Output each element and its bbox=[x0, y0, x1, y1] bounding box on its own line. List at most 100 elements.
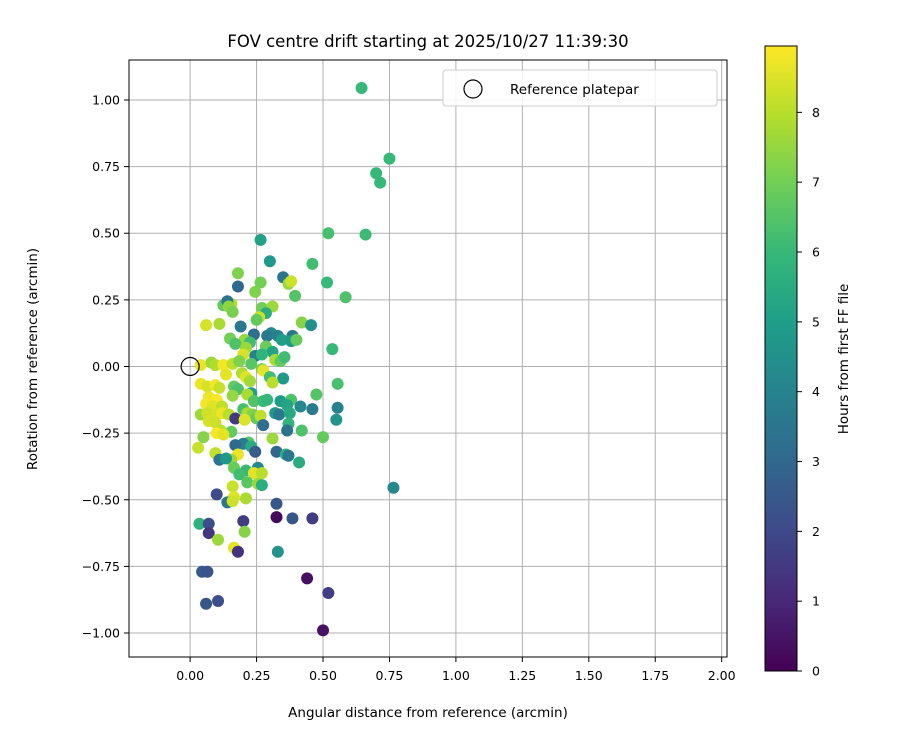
y-tick-label: 0.00 bbox=[92, 359, 120, 374]
y-tick-label: 0.25 bbox=[92, 292, 120, 307]
data-point bbox=[330, 413, 343, 426]
y-tick-label: 0.50 bbox=[92, 226, 120, 241]
plot-area bbox=[129, 60, 727, 657]
data-point bbox=[238, 525, 251, 538]
data-point bbox=[200, 319, 213, 332]
data-point bbox=[282, 449, 295, 462]
data-point bbox=[229, 439, 242, 452]
data-point bbox=[263, 255, 276, 268]
data-point bbox=[290, 333, 303, 346]
data-point bbox=[254, 233, 267, 246]
data-point bbox=[233, 355, 246, 368]
data-point bbox=[245, 357, 258, 370]
colorbar-label: Hours from first FF file bbox=[836, 284, 852, 435]
data-point bbox=[249, 285, 262, 298]
data-point bbox=[331, 377, 344, 390]
y-axis-label: Rotation from reference (arcmin) bbox=[25, 248, 41, 470]
colorbar: 0 1 2 3 4 5 6 7 8 Hours from first FF file bbox=[764, 45, 852, 679]
data-point bbox=[217, 428, 230, 441]
data-point bbox=[250, 313, 263, 326]
colorbar-tick-label: 2 bbox=[812, 524, 820, 539]
plot-frame bbox=[128, 59, 728, 658]
data-point bbox=[201, 565, 214, 578]
y-tick-label: 0.75 bbox=[92, 159, 120, 174]
data-point bbox=[197, 431, 210, 444]
data-point bbox=[383, 152, 396, 165]
data-point bbox=[266, 432, 279, 445]
data-point bbox=[374, 176, 387, 189]
colorbar-ticks: 0 1 2 3 4 5 6 7 8 bbox=[797, 105, 820, 679]
data-point bbox=[326, 343, 339, 356]
y-tick-label: 1.00 bbox=[92, 92, 120, 107]
x-axis-ticks: 0.00 0.25 0.50 0.75 1.00 1.25 1.50 1.75 2.00 bbox=[176, 657, 736, 683]
colorbar-tick-label: 1 bbox=[812, 594, 820, 609]
data-point bbox=[226, 495, 239, 508]
colorbar-tick-label: 6 bbox=[812, 245, 820, 260]
data-point bbox=[229, 337, 242, 350]
colorbar-tick-label: 5 bbox=[812, 314, 820, 329]
y-tick-label: −0.25 bbox=[82, 426, 120, 441]
colorbar-bar bbox=[764, 45, 798, 672]
data-point bbox=[310, 388, 323, 401]
data-point bbox=[255, 467, 268, 480]
data-point bbox=[229, 412, 242, 425]
reference-platepar-marker bbox=[180, 356, 200, 377]
data-point bbox=[249, 445, 262, 458]
x-tick-label: 0.50 bbox=[309, 668, 337, 683]
data-point bbox=[241, 476, 254, 489]
x-tick-label: 0.75 bbox=[376, 668, 404, 683]
colorbar-tick-label: 3 bbox=[812, 454, 820, 469]
data-point bbox=[254, 409, 267, 422]
data-point bbox=[277, 372, 290, 385]
data-point bbox=[234, 320, 247, 333]
data-point bbox=[306, 257, 319, 270]
data-point bbox=[275, 333, 288, 346]
x-tick-label: 1.00 bbox=[442, 668, 470, 683]
data-point bbox=[306, 403, 319, 416]
data-point bbox=[294, 400, 307, 413]
data-point bbox=[200, 597, 213, 610]
data-point bbox=[305, 319, 318, 332]
data-point bbox=[270, 511, 283, 524]
data-point bbox=[231, 267, 244, 280]
data-point bbox=[271, 545, 284, 558]
data-point bbox=[322, 587, 335, 600]
y-tick-label: −0.75 bbox=[82, 559, 120, 574]
x-tick-label: 1.75 bbox=[641, 668, 669, 683]
data-point bbox=[226, 480, 239, 493]
legend-label-reference: Reference platepar bbox=[510, 82, 639, 98]
data-point bbox=[220, 368, 233, 381]
data-point bbox=[255, 479, 268, 492]
data-point bbox=[301, 572, 314, 585]
x-tick-label: 1.50 bbox=[575, 668, 603, 683]
x-tick-label: 0.25 bbox=[243, 668, 271, 683]
x-tick-label: 0.00 bbox=[176, 668, 204, 683]
data-point bbox=[212, 533, 225, 546]
data-point bbox=[261, 393, 274, 406]
data-point bbox=[210, 488, 223, 501]
legend-reference-marker bbox=[463, 79, 483, 99]
data-point bbox=[237, 515, 250, 528]
data-point bbox=[281, 424, 294, 437]
data-point bbox=[289, 289, 302, 302]
y-tick-label: −0.50 bbox=[82, 492, 120, 507]
x-axis-label: Angular distance from reference (arcmin) bbox=[288, 705, 568, 721]
data-point bbox=[266, 376, 279, 389]
data-point bbox=[295, 316, 308, 329]
data-point bbox=[317, 624, 330, 637]
data-point bbox=[370, 167, 383, 180]
data-point bbox=[306, 512, 319, 525]
y-axis-ticks: 1.00 0.75 0.50 0.25 0.00 −0.25 −0.50 −0.75 −1.00 bbox=[82, 92, 129, 641]
data-point bbox=[257, 419, 270, 432]
reference-marker-group bbox=[180, 356, 200, 377]
legend-box bbox=[442, 69, 718, 107]
x-tick-label: 2.00 bbox=[708, 668, 736, 683]
data-point bbox=[339, 291, 352, 304]
data-point bbox=[231, 545, 244, 558]
data-point bbox=[254, 276, 267, 289]
data-point bbox=[387, 481, 400, 494]
data-point bbox=[270, 497, 283, 510]
data-point bbox=[202, 527, 215, 540]
legend: Reference platepar bbox=[442, 69, 718, 107]
